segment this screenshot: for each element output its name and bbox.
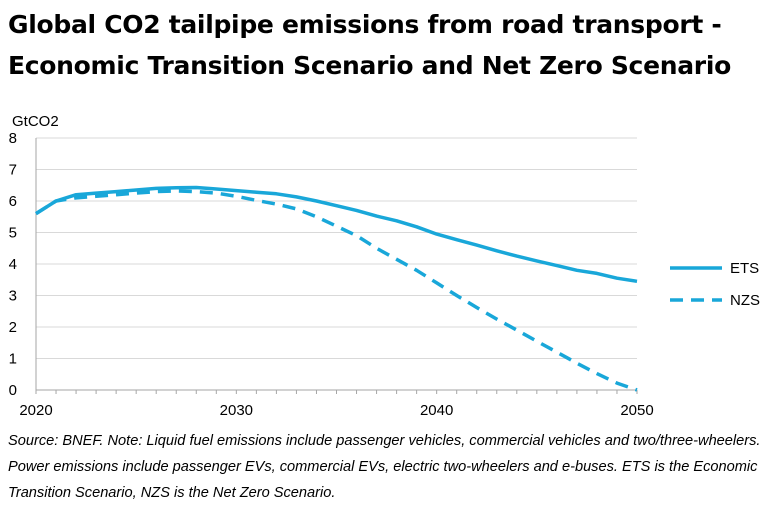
series-line-nzs: [35, 189, 638, 392]
y-tick-label-1: 1: [9, 351, 17, 368]
legend-label-nzs: NZS: [730, 292, 760, 309]
series-line-ets: [35, 185, 638, 284]
x-tick-label-2050: 2050: [620, 402, 653, 419]
x-tick-label-2020: 2020: [19, 402, 52, 419]
y-tick-label-2: 2: [9, 319, 17, 336]
y-tick-label-6: 6: [9, 193, 17, 210]
y-tick-label-8: 8: [9, 130, 17, 147]
chart-title: Global CO2 tailpipe emissions from road …: [8, 4, 768, 86]
y-tick-label-5: 5: [9, 225, 17, 242]
y-tick-label-7: 7: [9, 162, 17, 179]
source-note: Source: BNEF. Note: Liquid fuel emission…: [8, 433, 761, 501]
y-tick-label-0: 0: [9, 382, 17, 399]
chart-title-line-1: Global CO2 tailpipe emissions from road …: [8, 10, 722, 39]
x-tick-label-2030: 2030: [220, 402, 253, 419]
y-tick-label-3: 3: [9, 288, 17, 305]
y-tick-label-4: 4: [9, 256, 17, 273]
legend-label-ets: ETS: [730, 260, 759, 277]
chart-title-line-2: Economic Transition Scenario and Net Zer…: [8, 51, 731, 80]
y-axis-label: GtCO2: [12, 113, 59, 130]
line-chart: GtCO2 0 1 2 3 4 5 6 7 8 2020 2030 2040 2050 ETS NZS: [9, 113, 760, 419]
x-tick-label-2040: 2040: [420, 402, 453, 419]
